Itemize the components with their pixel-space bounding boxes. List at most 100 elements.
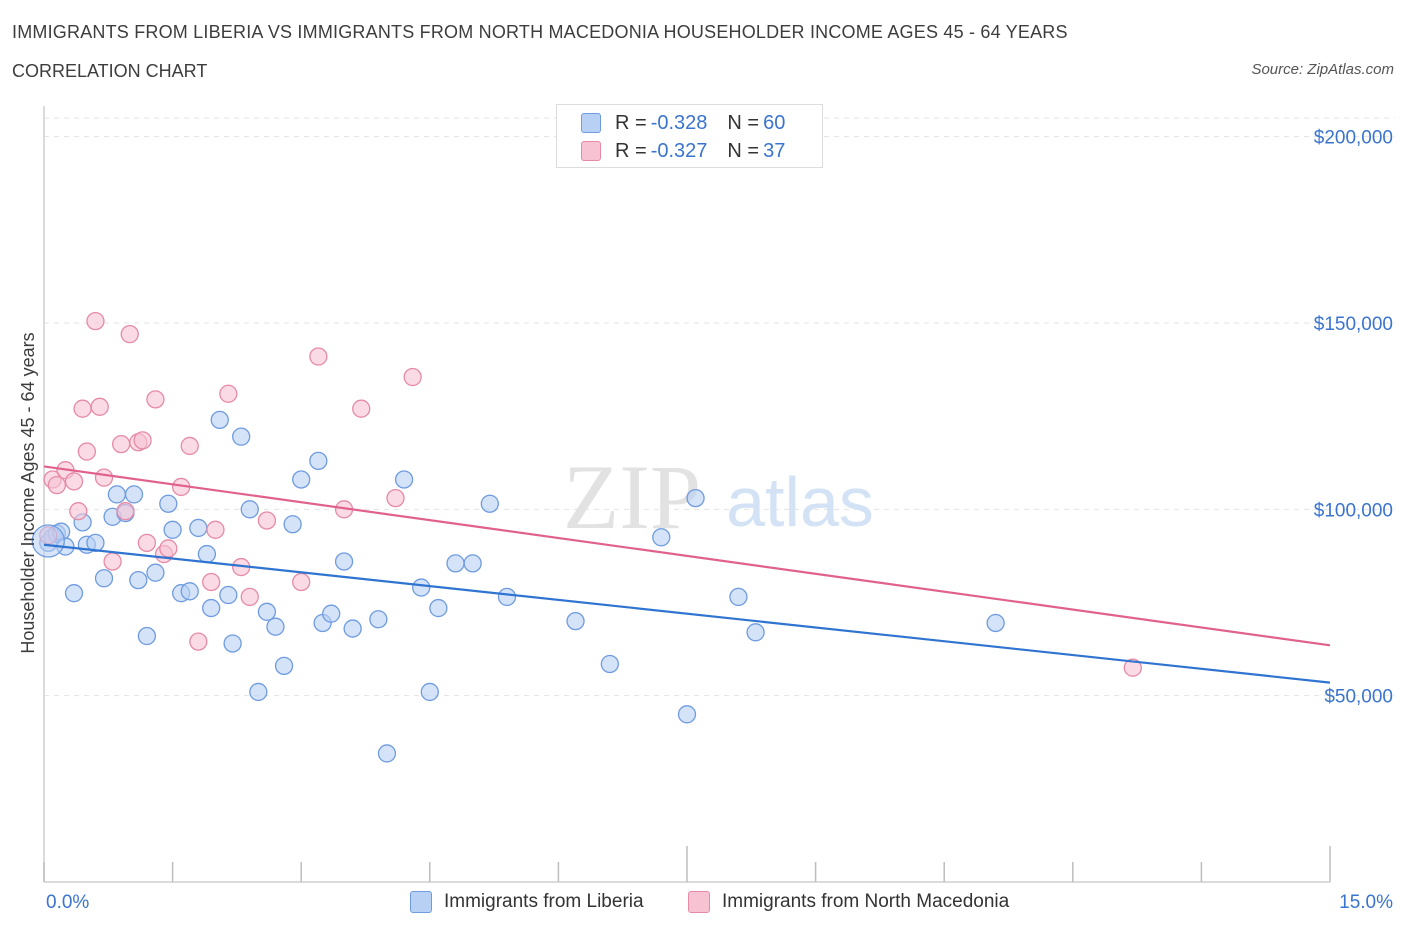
data-point-liberia — [986, 613, 1005, 633]
trend-line-liberia — [43, 543, 1331, 684]
data-point-liberia — [343, 619, 362, 638]
data-point-liberia — [463, 554, 482, 573]
stats-legend-liberia: R = -0.328 N = 60 — [581, 111, 785, 135]
liberia-n-value: 60 — [763, 111, 786, 134]
stats-legend: R = -0.328 N = 60 R = -0.327 N = 37 — [556, 104, 823, 168]
macedonia-n-label: N = — [727, 139, 760, 162]
stats-legend-macedonia: R = -0.327 N = 37 — [581, 139, 785, 163]
data-point-macedonia — [386, 488, 405, 508]
chart-title: IMMIGRANTS FROM LIBERIA VS IMMIGRANTS FR… — [12, 22, 1068, 42]
data-point-macedonia — [112, 434, 131, 454]
legend-item-liberia: Immigrants from Liberia — [410, 889, 644, 915]
data-point-liberia — [180, 582, 199, 601]
data-point-macedonia — [47, 475, 67, 495]
legend-swatch-liberia — [410, 891, 432, 913]
data-point-liberia — [322, 604, 341, 623]
data-point-liberia — [600, 654, 619, 674]
data-point-macedonia — [1123, 658, 1142, 677]
liberia-n-label: N = — [727, 111, 760, 134]
legend-label-macedonia: Immigrants from North Macedonia — [722, 891, 1010, 912]
data-point-macedonia — [86, 311, 105, 331]
data-point-macedonia — [159, 539, 178, 558]
source-label: Source: ZipAtlas.com — [1251, 61, 1394, 78]
data-point-macedonia — [90, 397, 109, 416]
data-point-liberia — [197, 544, 217, 564]
data-point-macedonia — [64, 472, 84, 491]
data-point-liberia — [159, 494, 178, 513]
trend-lines — [43, 465, 1331, 684]
data-point-liberia — [124, 485, 144, 504]
data-point-macedonia — [73, 399, 92, 418]
data-point-macedonia — [69, 502, 88, 521]
data-point-liberia — [394, 470, 414, 489]
data-point-macedonia — [219, 384, 238, 403]
data-point-liberia — [107, 485, 127, 504]
axes — [43, 106, 1331, 883]
data-point-liberia — [163, 520, 182, 539]
data-point-liberia — [566, 611, 585, 631]
data-point-macedonia — [309, 347, 328, 366]
data-point-liberia — [652, 528, 671, 547]
data-point-liberia — [283, 515, 302, 534]
data-point-macedonia — [116, 502, 135, 521]
data-point-liberia — [412, 578, 431, 597]
y-tick-label: $100,000 — [1314, 500, 1393, 521]
data-point-liberia — [377, 744, 397, 763]
liberia-r-value: -0.328 — [650, 111, 708, 134]
data-point-macedonia — [103, 552, 122, 571]
data-point-liberia — [746, 623, 765, 642]
trend-line-macedonia — [43, 465, 1331, 647]
macedonia-r-label: R = — [615, 139, 647, 162]
data-point-liberia — [232, 427, 251, 446]
data-point-macedonia — [202, 572, 221, 592]
data-point-liberia — [369, 610, 388, 629]
data-point-macedonia — [180, 436, 199, 456]
chart-subtitle: CORRELATION CHART — [12, 61, 208, 81]
data-point-liberia — [266, 617, 285, 636]
x-tick-label: 15.0% — [1339, 892, 1393, 913]
data-point-liberia — [677, 705, 697, 724]
data-point-liberia — [497, 587, 517, 607]
data-point-liberia — [86, 533, 105, 553]
y-tick-label: $150,000 — [1314, 314, 1393, 335]
data-point-liberia — [223, 634, 242, 653]
grid-lines — [44, 117, 1395, 697]
y-axis-label: Householder Income Ages 45 - 64 years — [18, 332, 38, 653]
macedonia-n-value: 37 — [763, 139, 786, 162]
legend-label-liberia: Immigrants from Liberia — [444, 891, 644, 912]
data-point-macedonia — [77, 442, 97, 461]
data-point-liberia — [64, 584, 84, 603]
data-point-liberia — [257, 602, 277, 621]
legend-swatch-macedonia — [688, 891, 710, 913]
data-point-liberia — [189, 518, 208, 538]
data-point-macedonia — [137, 533, 157, 553]
data-point-liberia — [334, 552, 354, 571]
data-point-liberia — [274, 656, 294, 675]
x-tick-label: 0.0% — [46, 892, 89, 913]
data-point-macedonia — [120, 325, 139, 344]
watermark: ZIP atlas — [563, 446, 874, 548]
y-tick-label: $50,000 — [1324, 687, 1393, 708]
data-point-macedonia — [240, 587, 259, 607]
data-point-liberia — [146, 563, 165, 582]
data-point-liberia — [129, 570, 148, 590]
data-point-macedonia — [146, 390, 165, 409]
data-point-liberia — [240, 500, 259, 519]
data-point-liberia — [94, 569, 114, 588]
data-point-liberia — [210, 410, 229, 430]
data-point-liberia — [420, 682, 439, 702]
watermark-atlas: atlas — [726, 463, 874, 541]
data-point-liberia — [202, 598, 221, 618]
tick-labels: $50,000 $100,000 $150,000 $200,000 0.0% 15.0% — [46, 128, 1393, 913]
legend-item-macedonia: Immigrants from North Macedonia — [688, 889, 1009, 915]
data-point-macedonia — [206, 520, 225, 539]
data-point-macedonia — [94, 468, 114, 487]
macedonia-r-value: -0.327 — [650, 139, 708, 162]
liberia-swatch — [581, 113, 601, 133]
liberia-r-label: R = — [615, 111, 647, 134]
y-tick-label: $200,000 — [1314, 128, 1393, 149]
data-point-macedonia — [352, 399, 371, 418]
data-point-liberia — [31, 524, 65, 558]
macedonia-swatch — [581, 141, 601, 161]
